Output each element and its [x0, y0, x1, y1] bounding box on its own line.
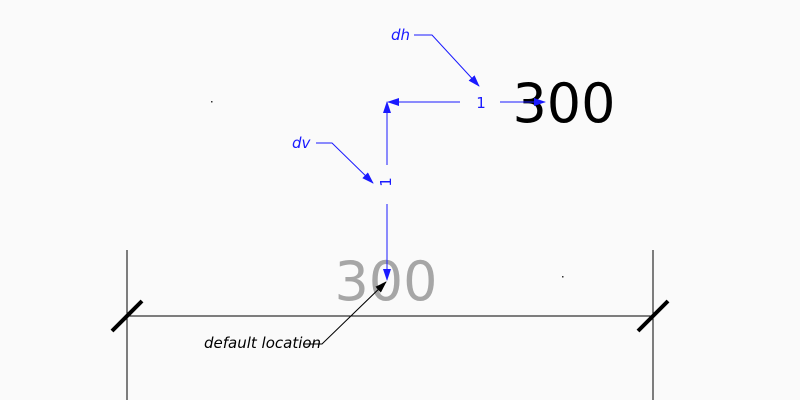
tick-mark-left — [110, 299, 144, 333]
speck — [211, 101, 213, 103]
dv-label: dv — [292, 134, 312, 152]
dh-label: dh — [391, 26, 410, 44]
default-dimension-value: 300 — [334, 250, 437, 313]
dh-leader — [414, 34, 480, 87]
dh-offset-value: 1 — [476, 94, 486, 112]
default-location-label: default location — [204, 334, 321, 352]
moved-dimension-value: 300 — [512, 72, 615, 135]
default-location-leader — [303, 281, 387, 345]
speck — [562, 276, 564, 278]
tick-mark-right — [636, 299, 670, 333]
dv-offset-value: 1 — [377, 177, 395, 187]
dv-leader — [316, 142, 374, 184]
